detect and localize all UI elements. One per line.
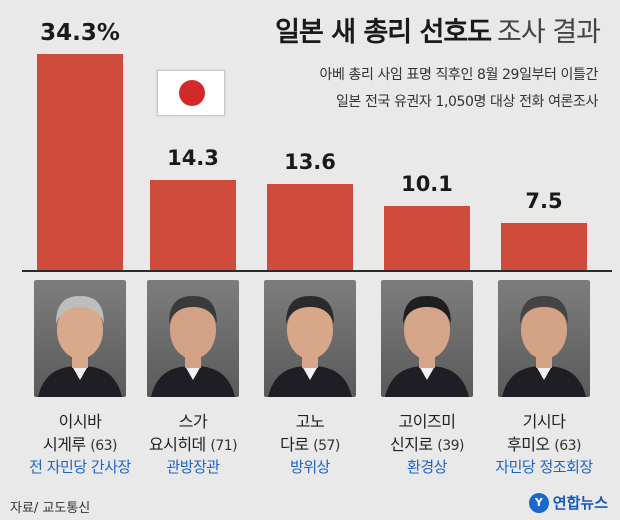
candidate-role: 전 자민당 간사장 — [29, 458, 131, 476]
candidate-name-line-1: 기시다 — [522, 412, 566, 431]
candidate-name-line-1: 고노 — [295, 412, 325, 431]
candidate-age: (63) — [90, 438, 117, 454]
bar-2 — [150, 180, 236, 270]
portrait-kishida-photo — [498, 280, 590, 397]
candidate-name-line-2: 후미오 (63) — [479, 431, 609, 455]
candidate-given-name: 신지로 — [389, 435, 433, 454]
candidate-role: 방위상 — [290, 458, 330, 476]
candidate-role: 관방장관 — [166, 458, 220, 476]
candidate-name-line-2: 신지로 (39) — [362, 431, 492, 455]
candidate-age: (71) — [210, 438, 238, 454]
subtitle-line-2: 일본 전국 유권자 1,050명 대상 전화 여론조사 — [335, 94, 598, 110]
subtitle-line-1: 아베 총리 사임 표명 직후인 8월 29일부터 이틀간 — [319, 67, 598, 83]
bar-1 — [37, 54, 123, 270]
chart-title: 일본 새 총리 선호도 조사 결과 — [275, 10, 601, 49]
title-light: 조사 결과 — [497, 17, 601, 48]
japan-flag-icon — [157, 70, 225, 116]
portrait-ishiba-photo — [34, 280, 126, 397]
yonhap-logo-text: 연합뉴스 — [552, 494, 608, 512]
candidate-age: (39) — [437, 438, 464, 454]
candidate-age: (63) — [554, 438, 581, 454]
candidate-role: 자민당 정조회장 — [495, 458, 593, 476]
candidate-given-name: 요시히데 — [148, 435, 206, 454]
bar-value-label-5: 7.5 — [525, 189, 563, 213]
candidate-given-name: 다로 — [280, 435, 309, 454]
bar-5 — [501, 223, 587, 270]
yonhap-logo: Y 연합뉴스 — [528, 492, 608, 513]
bar-value-label-3: 13.6 — [284, 150, 336, 174]
candidate-given-name: 시게루 — [42, 435, 86, 454]
candidate-name-line-1: 이시바 — [58, 412, 102, 431]
flag-disc — [179, 80, 205, 106]
yonhap-logo-mark: Y — [528, 492, 549, 513]
portrait-suga-photo — [147, 280, 239, 397]
candidate-name-line-2: 다로 (57) — [245, 431, 375, 455]
candidate-age: (57) — [313, 438, 340, 454]
candidate-given-name: 후미오 — [506, 435, 550, 454]
x-axis-baseline — [22, 270, 612, 272]
candidate-role: 환경상 — [407, 458, 447, 476]
portrait-koizumi-photo — [381, 280, 473, 397]
bar-value-label-1: 34.3% — [40, 20, 120, 46]
bar-value-label-4: 10.1 — [401, 172, 453, 196]
bar-4 — [384, 206, 470, 270]
candidate-name-line-2: 시게루 (63) — [15, 431, 145, 455]
portrait-kono-photo — [264, 280, 356, 397]
source-note: 자료/ 교도통신 — [10, 501, 91, 516]
candidate-name-line-2: 요시히데 (71) — [128, 431, 258, 455]
bar-value-label-2: 14.3 — [167, 146, 219, 170]
candidate-name-line-1: 스가 — [178, 412, 208, 431]
bar-3 — [267, 184, 353, 270]
title-bold: 일본 새 총리 선호도 — [275, 17, 492, 48]
candidate-name-line-1: 고이즈미 — [398, 412, 456, 431]
